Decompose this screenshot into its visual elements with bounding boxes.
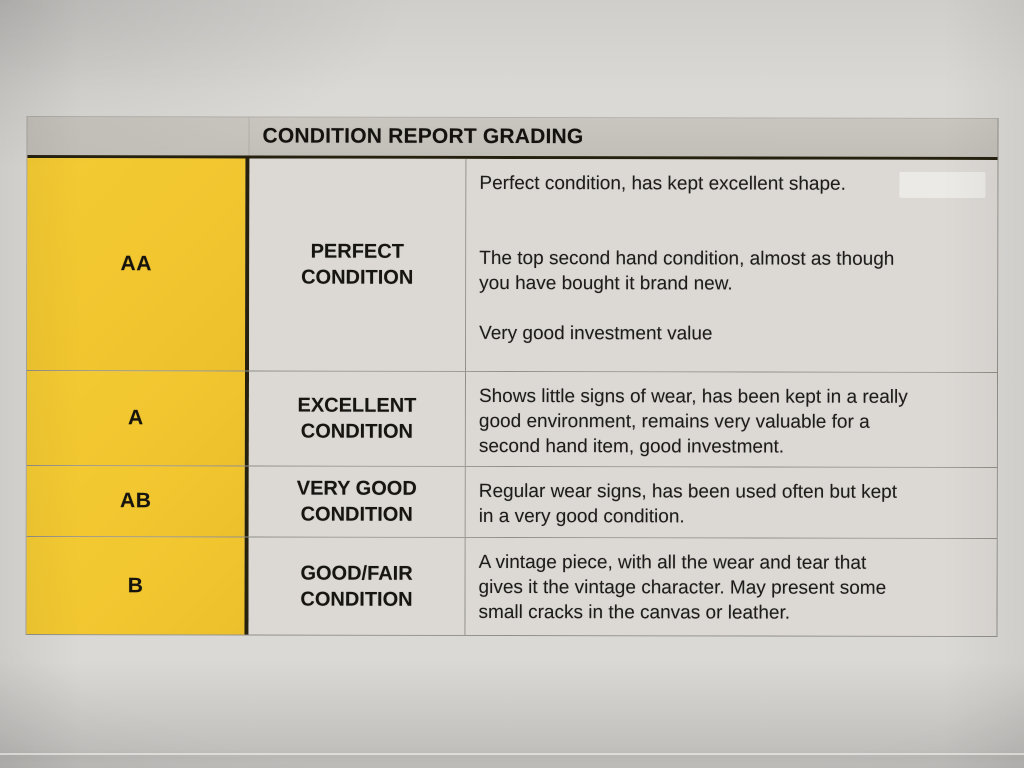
table-row: B GOOD/FAIR CONDITION A vintage piece, wi… bbox=[26, 535, 997, 637]
condition-label: GOOD/FAIR CONDITION bbox=[300, 560, 412, 612]
grade-cell: B bbox=[26, 536, 249, 635]
condition-label: PERFECT CONDITION bbox=[301, 239, 413, 291]
description-paragraph bbox=[479, 196, 979, 222]
description-paragraph: A vintage piece, with all the wear and t… bbox=[478, 550, 978, 626]
table-row: AA PERFECT CONDITION Perfect condition, h… bbox=[27, 157, 998, 373]
description-cell: Perfect condition, has kept excellent sh… bbox=[466, 158, 998, 373]
description-paragraph: Very good investment value bbox=[479, 321, 979, 347]
condition-label-line: CONDITION bbox=[300, 420, 414, 443]
description-paragraph: Regular wear signs, has been used often … bbox=[479, 479, 979, 530]
grade-code: AA bbox=[120, 252, 152, 276]
table-body: AA PERFECT CONDITION Perfect condition, h… bbox=[26, 157, 998, 638]
description-line: second hand item, good investment. bbox=[478, 435, 785, 458]
header-empty-cell bbox=[27, 116, 250, 156]
condition-label-cell: PERFECT CONDITION bbox=[249, 158, 467, 371]
description-line bbox=[479, 221, 979, 247]
condition-label-line: CONDITION bbox=[300, 588, 413, 611]
description-cell: Shows little signs of wear, has been kep… bbox=[465, 371, 998, 468]
table-title: CONDITION REPORT GRADING bbox=[262, 124, 584, 149]
description-line: Very good investment value bbox=[479, 322, 713, 345]
condition-label-cell: VERY GOOD CONDITION bbox=[248, 466, 466, 537]
description-line: gives it the vintage character. May pres… bbox=[478, 576, 887, 599]
description-paragraph: The top second hand condition, almost as… bbox=[479, 246, 979, 297]
condition-label-cell: EXCELLENT CONDITION bbox=[248, 371, 467, 466]
condition-grading-table: CONDITION REPORT GRADING AA PERFECT CONDI… bbox=[25, 115, 999, 638]
description-line: in a very good condition. bbox=[478, 505, 685, 528]
description-line: Shows little signs of wear, has been kep… bbox=[478, 385, 908, 408]
grade-cell: AB bbox=[26, 465, 249, 537]
description-line bbox=[479, 296, 979, 322]
table-row: AB VERY GOOD CONDITION Regular wear signs… bbox=[26, 464, 997, 539]
description-line: Regular wear signs, has been used often … bbox=[478, 480, 898, 503]
description-line: The top second hand condition, almost as… bbox=[479, 247, 895, 270]
condition-label-line: PERFECT bbox=[310, 240, 404, 263]
condition-label-line: CONDITION bbox=[301, 266, 414, 289]
description-paragraph bbox=[479, 296, 979, 322]
paper-edge-line bbox=[0, 753, 1024, 755]
description-line: small cracks in the canvas or leather. bbox=[478, 601, 791, 624]
condition-label-line: VERY GOOD bbox=[296, 477, 417, 500]
condition-label-line: GOOD/FAIR bbox=[300, 562, 413, 585]
description-paragraph: Shows little signs of wear, has been kep… bbox=[479, 384, 979, 460]
description-paragraph bbox=[479, 221, 979, 247]
whiteout-patch bbox=[899, 171, 986, 198]
grade-code: AB bbox=[120, 489, 152, 513]
table-row: A EXCELLENT CONDITION Shows little signs … bbox=[26, 369, 998, 468]
table-header: CONDITION REPORT GRADING bbox=[27, 115, 998, 161]
condition-label-line: CONDITION bbox=[300, 503, 413, 526]
grade-cell: A bbox=[26, 370, 250, 466]
description-line: you have bought it brand new. bbox=[479, 272, 733, 295]
description-line: good environment, remains very valuable … bbox=[478, 410, 870, 433]
grade-cell: AA bbox=[27, 157, 250, 371]
description-line bbox=[479, 196, 979, 222]
grade-code: A bbox=[128, 406, 144, 430]
condition-label: VERY GOOD CONDITION bbox=[297, 476, 417, 528]
condition-label-line: EXCELLENT bbox=[297, 394, 417, 417]
description-line: A vintage piece, with all the wear and t… bbox=[478, 551, 867, 574]
condition-label: EXCELLENT CONDITION bbox=[297, 393, 416, 445]
condition-label-cell: GOOD/FAIR CONDITION bbox=[248, 537, 466, 635]
description-cell: Regular wear signs, has been used often … bbox=[465, 466, 997, 539]
description-cell: A vintage piece, with all the wear and t… bbox=[465, 537, 997, 637]
grade-code: B bbox=[127, 573, 144, 597]
